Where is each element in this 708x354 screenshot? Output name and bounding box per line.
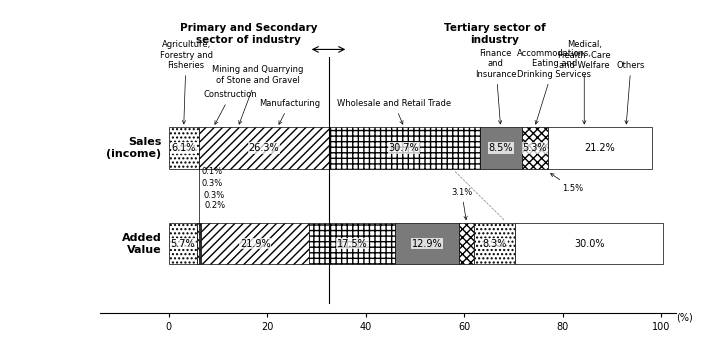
Bar bbox=[474, 223, 515, 264]
Text: Mining and Quarrying
of Stone and Gravel: Mining and Quarrying of Stone and Gravel bbox=[212, 65, 303, 124]
Bar bbox=[200, 223, 202, 264]
Text: 0.3%: 0.3% bbox=[202, 179, 223, 188]
Text: 5.7%: 5.7% bbox=[171, 239, 195, 249]
Text: (%): (%) bbox=[676, 312, 693, 322]
Text: 0.1%: 0.1% bbox=[202, 167, 222, 176]
Text: 0.3%: 0.3% bbox=[203, 190, 224, 200]
Bar bbox=[202, 223, 309, 264]
Text: Construction: Construction bbox=[204, 91, 257, 124]
Text: 17.5%: 17.5% bbox=[337, 239, 367, 249]
Bar bbox=[480, 127, 522, 169]
Text: 21.2%: 21.2% bbox=[585, 143, 615, 153]
Text: 8.5%: 8.5% bbox=[489, 143, 513, 153]
Text: Finance
and
Insurance: Finance and Insurance bbox=[475, 49, 516, 124]
Text: 1.5%: 1.5% bbox=[551, 173, 583, 193]
Bar bbox=[169, 223, 197, 264]
Text: 12.9%: 12.9% bbox=[412, 239, 442, 249]
Text: Added
Value: Added Value bbox=[122, 233, 161, 255]
Text: 0.2%: 0.2% bbox=[205, 201, 226, 210]
Bar bbox=[199, 127, 329, 169]
Text: Agriculture,
Forestry and
Fisheries: Agriculture, Forestry and Fisheries bbox=[160, 40, 212, 124]
Text: Primary and Secondary
sector of industry: Primary and Secondary sector of industry bbox=[180, 23, 317, 45]
Bar bbox=[199, 223, 200, 264]
Text: 3.1%: 3.1% bbox=[451, 188, 472, 219]
Text: 26.3%: 26.3% bbox=[249, 143, 279, 153]
Text: Wholesale and Retail Trade: Wholesale and Retail Trade bbox=[337, 99, 451, 124]
Bar bbox=[309, 223, 396, 264]
Text: 30.0%: 30.0% bbox=[573, 239, 605, 249]
Text: 6.1%: 6.1% bbox=[172, 143, 196, 153]
Bar bbox=[459, 223, 474, 264]
Bar bbox=[522, 127, 548, 169]
Text: 8.3%: 8.3% bbox=[483, 239, 507, 249]
Text: Accommodations,
Eating and
Drinking Services: Accommodations, Eating and Drinking Serv… bbox=[517, 49, 592, 124]
Text: 30.7%: 30.7% bbox=[389, 143, 419, 153]
Bar bbox=[548, 127, 652, 169]
Text: Sales
(income): Sales (income) bbox=[106, 137, 161, 159]
Bar bbox=[169, 127, 199, 169]
Bar bbox=[396, 223, 459, 264]
Bar bbox=[329, 127, 480, 169]
Text: Manufacturing: Manufacturing bbox=[259, 99, 320, 124]
Bar bbox=[198, 223, 199, 264]
Text: Tertiary sector of
industry: Tertiary sector of industry bbox=[444, 23, 546, 45]
Text: Medical,
Health  Care
and Welfare: Medical, Health Care and Welfare bbox=[558, 40, 610, 124]
Text: Others: Others bbox=[617, 61, 645, 124]
Text: 21.9%: 21.9% bbox=[240, 239, 270, 249]
Bar bbox=[515, 223, 663, 264]
Text: 5.3%: 5.3% bbox=[523, 143, 547, 153]
